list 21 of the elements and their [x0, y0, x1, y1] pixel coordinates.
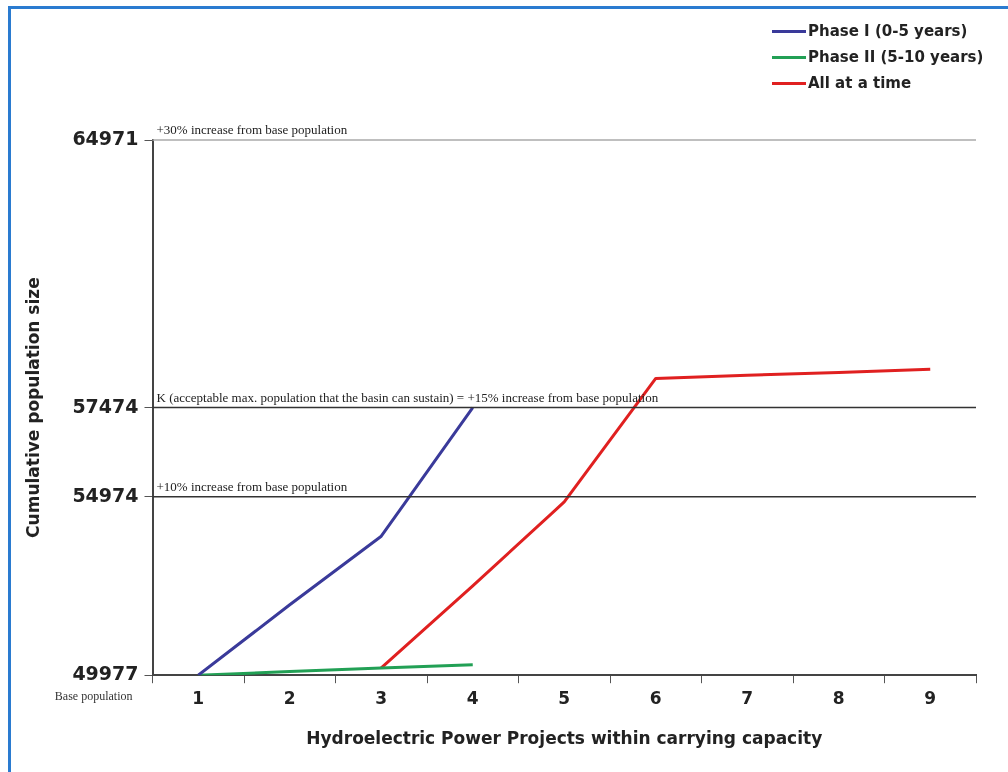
legend-label: Phase II (5-10 years): [808, 48, 984, 66]
x-tick-label: 2: [283, 687, 296, 708]
x-tick-label: 9: [924, 687, 937, 708]
ref-line-label: +10% increase from base population: [156, 478, 348, 494]
x-tick-label: 6: [649, 687, 662, 708]
y-tick-label: 54974: [72, 483, 139, 506]
x-tick-label: 5: [558, 687, 571, 708]
legend-label: Phase I (0-5 years): [808, 22, 968, 40]
text: Base population: [54, 689, 133, 704]
x-tick-label: 7: [741, 687, 754, 708]
x-axis-title: Hydroelectric Power Projects within carrying capacity: [306, 728, 823, 749]
ref-line-label: +30% increase from base population: [156, 121, 348, 137]
x-tick-label: 4: [466, 687, 479, 708]
legend-label: All at a time: [808, 74, 912, 92]
x-tick-label: 8: [832, 687, 845, 708]
y-tick-label: 57474: [72, 394, 139, 417]
y-tick-label: 64971: [72, 126, 139, 149]
x-tick-label: 1: [192, 687, 205, 708]
x-tick-label: 3: [375, 687, 388, 708]
y-tick-label: 49977: [72, 662, 139, 685]
y-axis-title: Cumulative population size: [22, 277, 43, 538]
